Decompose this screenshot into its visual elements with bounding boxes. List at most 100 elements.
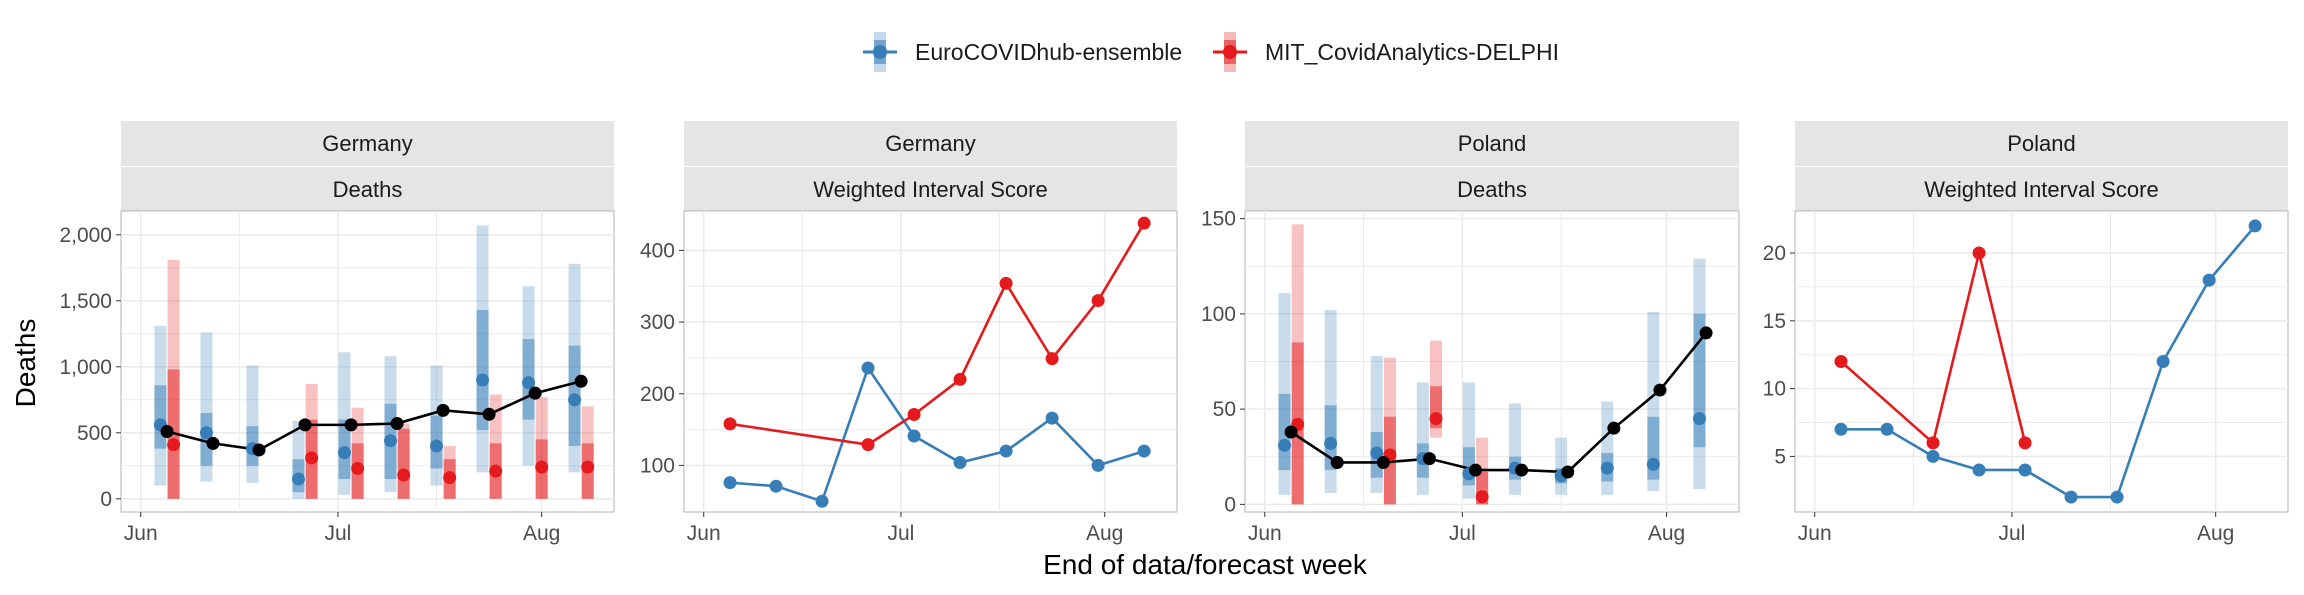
score-series — [1834, 246, 2032, 450]
forecast-median-point — [337, 446, 351, 460]
forecast-median-point — [1692, 412, 1706, 426]
strip-metric-label: Deaths — [333, 177, 403, 202]
score-point — [2248, 219, 2262, 233]
forecast-median-point — [1324, 436, 1338, 450]
score-point — [1834, 355, 1848, 368]
forecast-median-point — [305, 451, 319, 465]
interval50-bar — [154, 385, 167, 449]
forecast-median-point — [351, 461, 365, 475]
observed-line — [1290, 332, 1708, 474]
x-tick-label: Jun — [124, 522, 158, 545]
y-tick-label: 200 — [640, 383, 675, 406]
x-tick-label: Aug — [1648, 522, 1685, 545]
panel-germany-deaths: Germany Deaths 0 500 1,000 1,500 2,000 Jun Jul Au… — [59, 121, 615, 545]
strip-metric — [684, 167, 1177, 211]
interval90-bar — [1509, 403, 1522, 495]
x-tick-label: Aug — [2197, 522, 2234, 545]
score-point — [1091, 294, 1105, 308]
observed-point — [160, 424, 174, 438]
observed-point — [1422, 452, 1436, 466]
gridlines — [1245, 211, 1739, 512]
forecast-median-point — [430, 439, 444, 453]
y-tick-label: 100 — [640, 454, 675, 477]
observed-point — [1469, 463, 1483, 477]
score-point — [1926, 436, 1940, 450]
observed-point — [206, 436, 220, 450]
strip-location — [684, 121, 1177, 166]
x-tick-label: Jul — [1998, 522, 2025, 545]
score-point — [723, 417, 737, 431]
panel-germany-wis: Germany Weighted Interval Score 100 200 300 4… — [640, 121, 1178, 545]
forecast-median-point — [476, 373, 490, 387]
observed-point — [1699, 326, 1713, 340]
x-tick-label: Aug — [523, 522, 560, 545]
gridlines — [121, 211, 614, 512]
score-point — [953, 456, 967, 470]
y-tick-label: 1,500 — [59, 290, 112, 313]
y-tick-label: 0 — [1224, 493, 1236, 516]
observed-point — [298, 418, 312, 432]
score-point — [815, 494, 829, 508]
score-point — [1926, 449, 1940, 463]
strip-metric-label: Weighted Interval Score — [1924, 177, 2158, 202]
score-point — [999, 444, 1013, 458]
score-series — [1834, 219, 2262, 504]
x-axis-title: End of data/forecast week — [1043, 549, 1368, 580]
forecast-median-point — [1600, 461, 1614, 475]
interval90-bar — [1416, 382, 1429, 495]
forecast-series — [167, 259, 594, 499]
forecast-median-point — [535, 460, 549, 474]
observed-point — [1607, 421, 1621, 435]
y-tick-label: 0 — [100, 488, 112, 511]
legend-key-point — [1223, 45, 1237, 59]
observed-point — [436, 403, 450, 417]
observed-point — [482, 407, 496, 421]
score-point — [1137, 444, 1151, 458]
observed-point — [574, 374, 588, 388]
y-axis-title: Deaths — [10, 319, 41, 408]
x-tick-label: Jul — [324, 522, 351, 545]
score-series — [723, 361, 1151, 508]
forecast-median-point — [1370, 446, 1384, 460]
y-tick-label: 500 — [77, 422, 112, 445]
forecast-median-point — [384, 434, 398, 448]
x-tick-label: Jul — [887, 522, 914, 545]
observed-point — [528, 386, 542, 400]
strip-location — [121, 121, 614, 166]
score-point — [2156, 355, 2170, 368]
interval50-bar — [476, 310, 489, 431]
legend-label: MIT_CovidAnalytics-DELPHI — [1265, 39, 1559, 65]
score-line — [729, 222, 1146, 446]
score-point — [723, 476, 737, 490]
strip-metric-label: Deaths — [1457, 177, 1527, 202]
observed-point — [344, 418, 358, 432]
legend-item: MIT_CovidAnalytics-DELPHI — [1213, 32, 1559, 72]
score-point — [861, 361, 875, 375]
strip-location — [1245, 121, 1739, 166]
strip-location-label: Poland — [1458, 131, 1527, 156]
observed-point — [1515, 463, 1529, 477]
legend-item: EuroCOVIDhub-ensemble — [863, 32, 1182, 72]
strip-metric — [1245, 167, 1739, 211]
x-tick-label: Jun — [1798, 522, 1832, 545]
forecast-median-point — [1475, 490, 1489, 504]
score-series — [723, 216, 1151, 452]
legend: EuroCOVIDhub-ensemble MIT_CovidAnalytics-… — [863, 32, 1559, 72]
legend-label: EuroCOVIDhub-ensemble — [915, 39, 1182, 65]
observed-point — [1376, 455, 1390, 469]
observed-point — [1330, 455, 1344, 469]
forecast-median-point — [489, 464, 503, 478]
score-point — [907, 429, 921, 443]
panel-background — [1794, 210, 2289, 513]
strip-metric-label: Weighted Interval Score — [813, 177, 1047, 202]
y-tick-label: 100 — [1201, 303, 1236, 326]
observed-point — [252, 443, 266, 457]
gridlines — [1795, 211, 2288, 512]
forecast-median-point — [522, 376, 536, 390]
strip-metric — [121, 167, 614, 211]
x-tick-label: Jul — [1449, 522, 1476, 545]
y-tick-label: 300 — [640, 311, 675, 334]
score-line — [1840, 252, 2027, 446]
forecast-median-point — [291, 472, 305, 486]
